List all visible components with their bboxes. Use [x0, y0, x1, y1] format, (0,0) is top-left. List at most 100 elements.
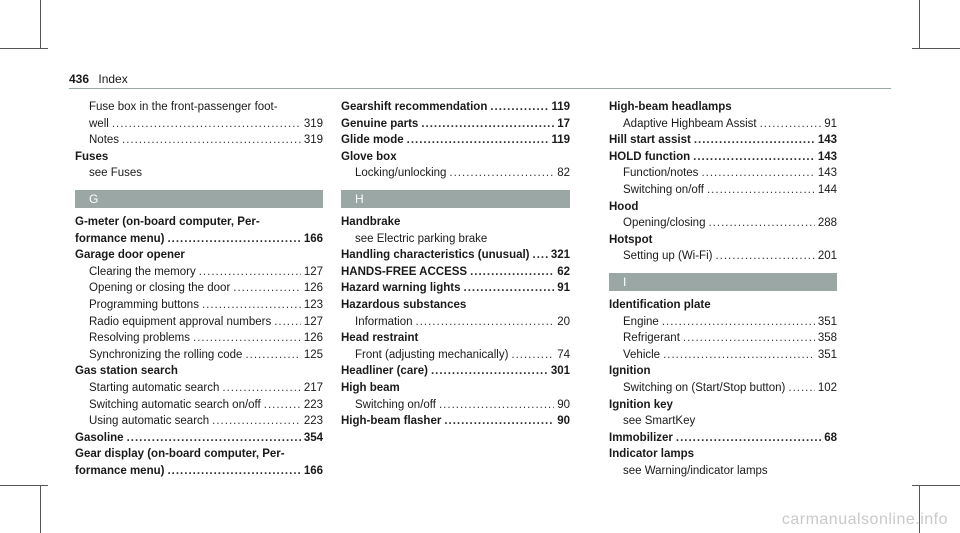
page-reference[interactable]: 62: [557, 265, 570, 278]
page-reference[interactable]: 119: [551, 101, 570, 113]
page-reference[interactable]: 90: [557, 398, 570, 411]
entry-label: Identification plate: [609, 298, 711, 311]
leader-dots: [202, 297, 301, 314]
page-reference[interactable]: 354: [303, 431, 323, 444]
entry-label: High-beam flasher: [341, 415, 442, 428]
page-reference[interactable]: 123: [303, 298, 323, 311]
page-reference[interactable]: 301: [550, 365, 570, 378]
page-reference[interactable]: 288: [817, 217, 837, 230]
index-subentry[interactable]: Programming buttons 123: [75, 297, 323, 314]
index-subentry[interactable]: Switching on/off 144: [609, 182, 837, 199]
index-subentry[interactable]: Front (adjusting mechanically) 74: [341, 347, 570, 364]
page-reference[interactable]: 166: [303, 464, 323, 477]
leader-dots: [193, 330, 301, 347]
index-entry[interactable]: Gearshift recommendation 119: [341, 99, 570, 116]
index-column-2: Gearshift recommendation119Genuine parts…: [341, 99, 570, 430]
page-reference[interactable]: 319: [303, 117, 323, 130]
page-reference[interactable]: 126: [303, 332, 323, 345]
index-subentry[interactable]: Engine 351: [609, 314, 837, 331]
page-reference[interactable]: 319: [303, 134, 323, 147]
index-subentry[interactable]: Synchronizing the rolling code 125: [75, 347, 323, 364]
page-reference[interactable]: 82: [557, 167, 570, 180]
index-subentry[interactable]: Starting automatic search 217: [75, 380, 323, 397]
index-subentry[interactable]: Switching on (Start/Stop button) 102: [609, 380, 837, 397]
section-letter-bar: I: [609, 272, 837, 291]
index-subentry[interactable]: Radio equipment approval numbers 127: [75, 314, 323, 331]
index-subentry[interactable]: Clearing the memory 127: [75, 264, 323, 281]
page-reference[interactable]: 166: [303, 232, 323, 245]
leader-dots: [112, 116, 301, 133]
page-reference[interactable]: 127: [303, 265, 323, 278]
index-entry[interactable]: High-beam flasher 90: [341, 413, 570, 430]
entry-label: see Fuses: [89, 167, 143, 180]
page-reference[interactable]: 91: [824, 117, 837, 130]
entry-label: Clearing the memory: [89, 265, 196, 278]
index-subentry[interactable]: Switching automatic search on/off 223: [75, 397, 323, 414]
entry-label: Hazardous substances: [341, 298, 467, 311]
page-reference[interactable]: 126: [303, 282, 323, 295]
section-letter-bar: G: [75, 189, 323, 208]
index-subentry[interactable]: Opening/closing 288: [609, 215, 837, 232]
index-subentry[interactable]: Function/notes 143: [609, 165, 837, 182]
index-entry[interactable]: Headliner (care) 301: [341, 363, 570, 380]
index-subentry[interactable]: Refrigerant 358: [609, 330, 837, 347]
index-subentry[interactable]: Using automatic search 223: [75, 413, 323, 430]
page-reference[interactable]: 74: [557, 348, 570, 361]
leader-dots: [662, 314, 815, 331]
page-reference[interactable]: 351: [817, 315, 837, 328]
page-reference[interactable]: 119: [551, 134, 570, 147]
page-reference[interactable]: 17: [557, 117, 570, 130]
index-subentry[interactable]: Information 20: [341, 314, 570, 331]
index-entry: Indicator lamps: [609, 446, 837, 463]
page-reference[interactable]: 223: [303, 398, 323, 411]
page-reference[interactable]: 125: [303, 348, 323, 361]
index-subentry: see Fuses: [75, 165, 323, 182]
entry-label: Opening/closing: [623, 217, 706, 230]
index-entry[interactable]: Gasoline 354: [75, 430, 323, 447]
index-entry[interactable]: Hill start assist 143: [609, 132, 837, 149]
index-subentry[interactable]: Locking/unlocking 82: [341, 165, 570, 182]
index-subentry[interactable]: Notes 319: [75, 132, 323, 149]
leader-dots: [683, 330, 815, 347]
page-reference[interactable]: 358: [817, 332, 837, 345]
page-reference[interactable]: 127: [303, 315, 323, 328]
page-reference[interactable]: 102: [817, 381, 837, 394]
index-subentry[interactable]: Setting up (Wi-Fi) 201: [609, 248, 837, 265]
page-reference[interactable]: 201: [817, 250, 837, 263]
page-reference[interactable]: 143: [817, 134, 837, 147]
index-entry[interactable]: Immobilizer 68: [609, 430, 837, 447]
index-subentry[interactable]: Opening or closing the door 126: [75, 280, 323, 297]
index-entry[interactable]: HANDS-FREE ACCESS 62: [341, 264, 570, 281]
index-entry[interactable]: HOLD function 143: [609, 149, 837, 166]
entry-label: Fuse box in the front-passenger foot-: [89, 101, 278, 113]
index-subentry[interactable]: Resolving problems 126: [75, 330, 323, 347]
page-reference[interactable]: 351: [817, 348, 837, 361]
entry-label: Garage door opener: [75, 249, 185, 262]
page-reference[interactable]: 90: [557, 415, 570, 428]
entry-label: Hazard warning lights: [341, 282, 461, 295]
entry-label: Switching on (Start/Stop button): [623, 381, 786, 394]
index-subentry[interactable]: Vehicle 351: [609, 347, 837, 364]
index-entry[interactable]: formance menu) 166: [75, 463, 323, 480]
page-header: 436 Index: [69, 72, 128, 86]
index-subentry[interactable]: Adaptive Highbeam Assist 91: [609, 116, 837, 133]
index-entry[interactable]: formance menu) 166: [75, 231, 323, 248]
page-reference[interactable]: 223: [303, 415, 323, 428]
page-reference[interactable]: 91: [557, 282, 570, 295]
page-reference[interactable]: 144: [817, 183, 837, 196]
page-reference[interactable]: 143: [817, 150, 837, 163]
index-entry[interactable]: Handling characteristics (unusual) 321: [341, 247, 570, 264]
index-subentry[interactable]: Switching on/off 90: [341, 397, 570, 414]
index-subentry[interactable]: well 319: [75, 116, 323, 133]
index-entry[interactable]: Hazard warning lights 91: [341, 280, 570, 297]
page-reference[interactable]: 321: [550, 249, 570, 262]
page-reference[interactable]: 217: [303, 381, 323, 394]
page-reference[interactable]: 143: [817, 167, 837, 180]
index-entry[interactable]: Genuine parts 17: [341, 116, 570, 133]
index-entry: Hood: [609, 199, 837, 216]
page-reference[interactable]: 20: [557, 315, 570, 328]
index-entry[interactable]: Glide mode 119: [341, 132, 570, 149]
page-reference[interactable]: 68: [824, 431, 837, 444]
crop-mark: [0, 48, 48, 49]
entry-label: formance menu): [75, 232, 165, 245]
